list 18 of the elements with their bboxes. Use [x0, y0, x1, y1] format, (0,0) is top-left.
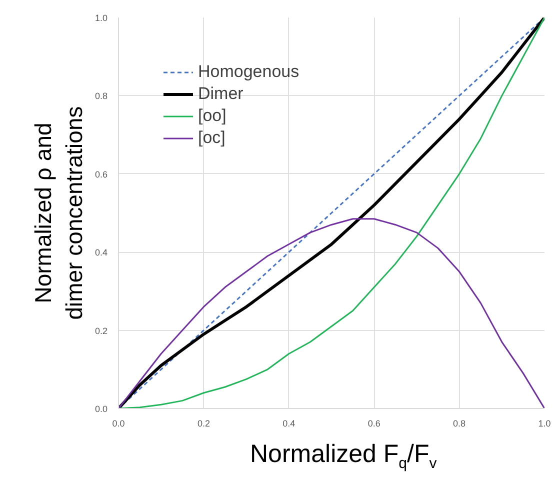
y-tick-label: 0.2: [94, 326, 108, 336]
y-axis-title: Normalized ρ and dimer concentrations: [30, 106, 87, 320]
x-tick-label: 0.8: [453, 418, 466, 428]
legend-label: [oc]: [198, 128, 226, 148]
y-tick-label: 0.0: [94, 404, 108, 414]
y-tick-label: 0.4: [94, 248, 108, 258]
x-tick-label: 0.2: [197, 418, 210, 428]
legend-label: Dimer: [198, 84, 244, 104]
legend-label: Homogenous: [198, 62, 300, 82]
x-tick-label: 0.4: [282, 418, 296, 428]
y-tick-label: 0.8: [94, 91, 108, 102]
y-tick-label: 1.0: [94, 13, 108, 23]
x-axis-title: Normalized F$_{q}$/F$_{v}$: [250, 440, 437, 472]
legend-label: [oo]: [198, 106, 226, 126]
y-tick-label: 0.6: [94, 169, 108, 180]
x-tick-label: 0.6: [368, 418, 380, 428]
x-tick-label: 0.0: [112, 418, 125, 428]
x-tick-label: 1.0: [538, 418, 551, 428]
